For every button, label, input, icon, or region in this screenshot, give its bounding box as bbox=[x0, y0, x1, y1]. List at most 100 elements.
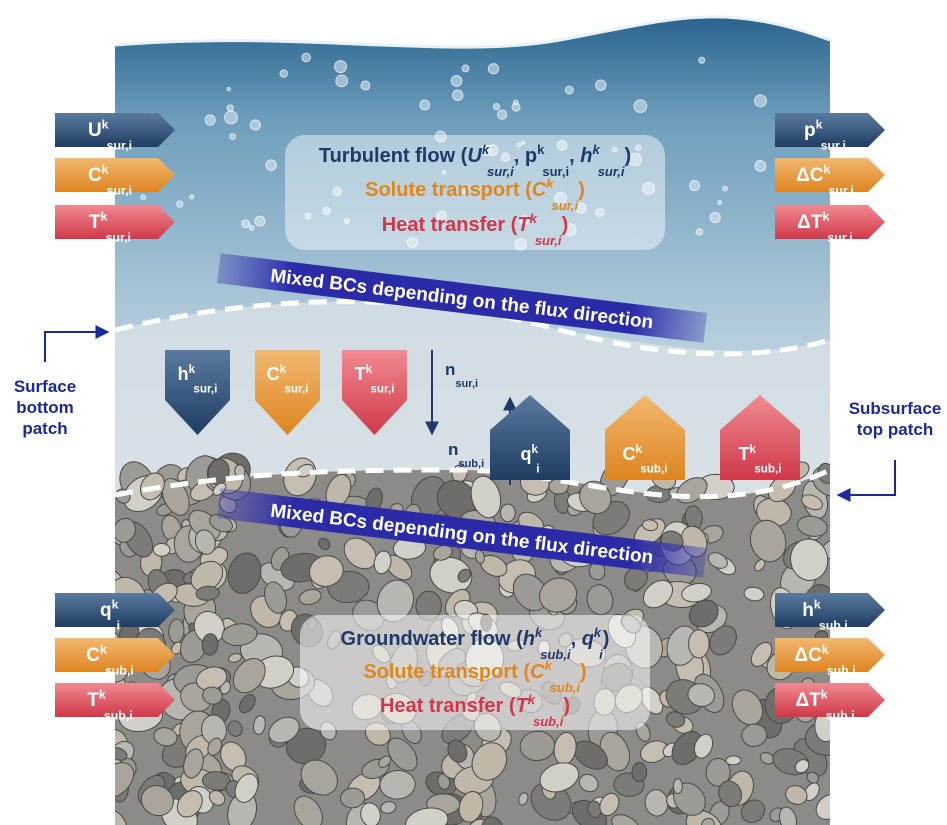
bubble bbox=[241, 219, 251, 229]
input-label: Uk sur,i bbox=[88, 117, 132, 152]
symbol-sup: k bbox=[112, 597, 119, 611]
pebble bbox=[202, 686, 223, 705]
bubble bbox=[689, 180, 701, 192]
bubble bbox=[304, 212, 312, 220]
bubble bbox=[419, 99, 431, 111]
symbol-sup: k bbox=[821, 687, 828, 701]
pebble bbox=[794, 759, 810, 774]
symbol-sup: k bbox=[816, 117, 823, 131]
bubble bbox=[279, 69, 288, 78]
symbol-sup: k bbox=[102, 162, 109, 176]
symbol-base: C bbox=[530, 661, 545, 683]
symbol-base: ΔT bbox=[797, 212, 823, 233]
pebble bbox=[642, 519, 659, 532]
pebble bbox=[232, 657, 266, 694]
symbol-sup: k bbox=[528, 692, 536, 707]
pebble bbox=[318, 537, 331, 551]
symbol-sub: sur,i bbox=[284, 383, 308, 396]
bubble bbox=[500, 152, 511, 162]
symbol-sup: k bbox=[280, 363, 287, 376]
pebble bbox=[221, 623, 258, 647]
subsurface-condition bbox=[720, 395, 800, 480]
bubble bbox=[335, 74, 349, 88]
pebble bbox=[380, 801, 397, 814]
pebble bbox=[740, 799, 766, 823]
pebble bbox=[642, 579, 674, 609]
symbol-sub: sub,i bbox=[827, 663, 856, 677]
bubble bbox=[514, 238, 527, 251]
pebble bbox=[115, 517, 136, 543]
symbol-sup: k bbox=[482, 142, 490, 157]
text-segment: , bbox=[514, 145, 525, 167]
symbol-base: C bbox=[623, 444, 636, 464]
bubble bbox=[248, 225, 255, 231]
surface-condition bbox=[342, 350, 407, 435]
pebble bbox=[161, 477, 190, 516]
symbol-base: T bbox=[89, 212, 101, 233]
patch-label: top patch bbox=[857, 420, 934, 439]
pebble bbox=[238, 693, 256, 714]
pebble bbox=[207, 737, 223, 756]
bubble bbox=[516, 142, 522, 148]
pebble bbox=[688, 599, 719, 628]
pebble bbox=[586, 584, 614, 616]
input-label: qk i bbox=[100, 597, 120, 632]
pebble bbox=[201, 633, 219, 656]
pebble bbox=[458, 790, 484, 823]
text-segment: Turbulent flow ( bbox=[319, 145, 468, 167]
bubble bbox=[334, 60, 348, 74]
bubble bbox=[436, 210, 447, 222]
bubble bbox=[451, 89, 464, 101]
surface-bottom-patch-line bbox=[114, 299, 831, 357]
pebble bbox=[228, 653, 243, 663]
connector bbox=[836, 460, 896, 502]
symbol-sup: k bbox=[824, 162, 831, 176]
pebble bbox=[115, 746, 128, 761]
normal-label: nsur,i bbox=[445, 360, 478, 390]
bubble bbox=[612, 146, 618, 153]
pebble bbox=[599, 792, 620, 817]
pebble bbox=[709, 625, 737, 656]
symbol-sup: k bbox=[100, 642, 107, 656]
patch-label: patch bbox=[22, 419, 67, 438]
bubble bbox=[343, 217, 351, 225]
bubble bbox=[301, 52, 311, 63]
symbol-base: T bbox=[355, 364, 366, 384]
bubble bbox=[717, 200, 723, 206]
symbol-sub: sur,i bbox=[598, 164, 625, 179]
bubble bbox=[695, 228, 704, 236]
subsurface-condition-label: Ck sub,i bbox=[623, 443, 668, 476]
bubble bbox=[628, 152, 642, 167]
pebble bbox=[343, 537, 377, 570]
pebble bbox=[785, 785, 808, 805]
text-segment: ) bbox=[603, 628, 610, 650]
pebble bbox=[373, 550, 392, 575]
pebble bbox=[672, 778, 683, 795]
symbol-base: ΔC bbox=[794, 645, 822, 666]
bubble bbox=[564, 85, 574, 95]
surface-condition bbox=[255, 350, 320, 435]
symbol-sub: sur,i bbox=[370, 383, 394, 396]
output-arrow bbox=[775, 158, 885, 192]
pebble bbox=[518, 792, 529, 806]
text-backdrop bbox=[285, 135, 665, 250]
bubble bbox=[595, 208, 605, 218]
pebble bbox=[815, 793, 830, 820]
connector bbox=[44, 325, 110, 362]
symbol-sub: sub,i bbox=[104, 708, 133, 722]
pebble bbox=[268, 716, 300, 744]
input-arrow bbox=[55, 593, 175, 627]
bubble bbox=[520, 140, 526, 145]
pebble bbox=[707, 552, 728, 569]
pebble bbox=[153, 727, 178, 747]
pebble bbox=[152, 542, 171, 557]
text-segment: ) bbox=[578, 179, 585, 201]
pebble bbox=[378, 755, 392, 768]
input-arrow bbox=[55, 683, 175, 717]
bubble bbox=[754, 160, 767, 172]
process-line: Groundwater flow (hk sub,i, qk i) bbox=[341, 625, 610, 662]
text-backdrop bbox=[300, 615, 650, 730]
patch-label: Surface bbox=[14, 377, 76, 396]
pebble bbox=[688, 629, 710, 659]
output-label: pk sur,i bbox=[804, 117, 846, 152]
